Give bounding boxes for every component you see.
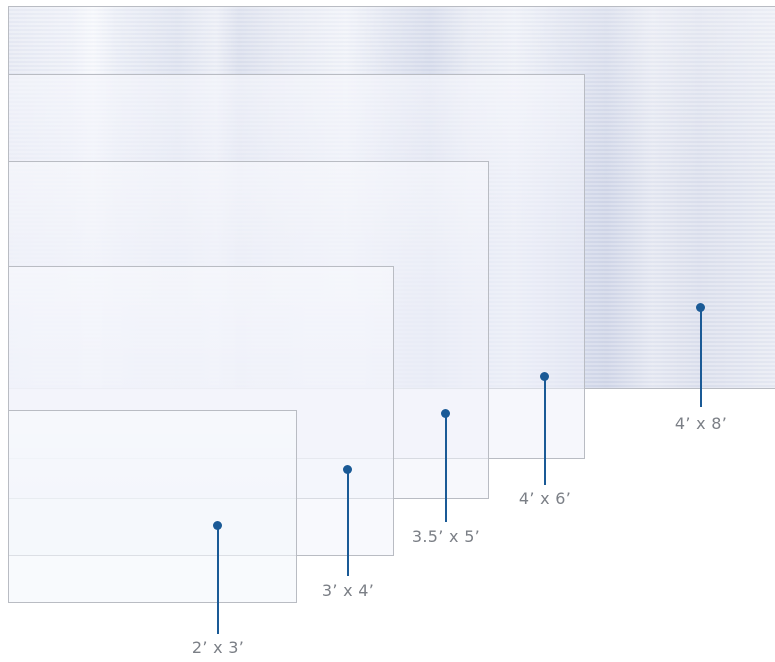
marker-leader-line bbox=[217, 526, 219, 634]
marker-dot bbox=[213, 521, 222, 530]
marker-leader-line bbox=[700, 308, 702, 407]
marker-leader-line bbox=[445, 414, 447, 522]
marker-dot bbox=[441, 409, 450, 418]
marker-leader-line bbox=[347, 470, 349, 576]
size-label-3x4: 3’ x 4’ bbox=[321, 581, 375, 600]
size-label-3-5x5: 3.5’ x 5’ bbox=[411, 527, 481, 546]
marker-dot bbox=[540, 372, 549, 381]
marker-dot bbox=[696, 303, 705, 312]
marker-dot bbox=[343, 465, 352, 474]
size-label-4x6: 4’ x 6’ bbox=[518, 489, 572, 508]
size-label-4x8: 4’ x 8’ bbox=[674, 414, 728, 433]
size-label-2x3: 2’ x 3’ bbox=[191, 638, 245, 657]
panel-2x3 bbox=[8, 410, 297, 603]
marker-leader-line bbox=[544, 377, 546, 485]
